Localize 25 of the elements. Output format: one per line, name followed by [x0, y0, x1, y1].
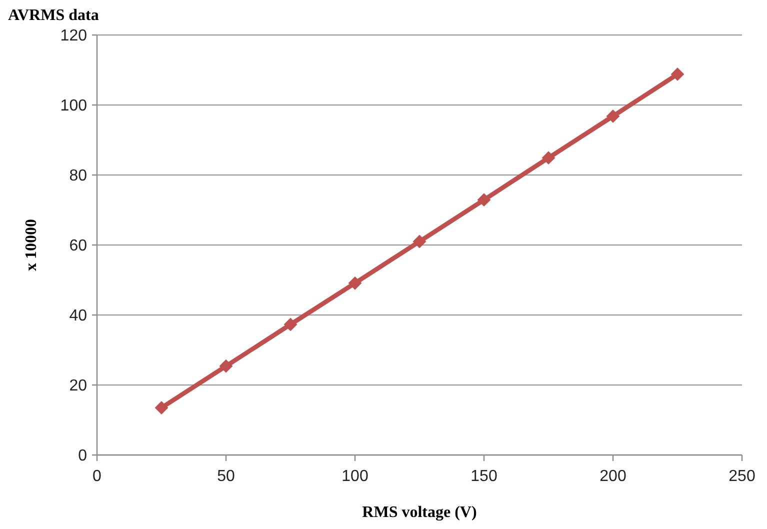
x-tick-label: 150 [470, 468, 498, 485]
point [671, 68, 684, 81]
y-tick-label: 40 [69, 308, 88, 325]
x-tick-label: 50 [217, 468, 235, 485]
point [606, 110, 620, 123]
x-axis-title: RMS voltage (V) [362, 504, 477, 521]
y-axis-title: x 10000 [23, 219, 40, 271]
x-tick-label: 100 [342, 468, 368, 485]
point [542, 151, 555, 164]
point [348, 276, 362, 290]
x-tick-label: 250 [728, 468, 756, 485]
point [413, 235, 426, 248]
point [155, 401, 168, 414]
point [478, 193, 490, 206]
point [284, 318, 297, 331]
y-tick-label: 20 [69, 378, 88, 395]
x-tick-label: 200 [600, 468, 626, 485]
chart-title: AVRMS data [8, 7, 99, 24]
x-tick-label: 0 [92, 468, 102, 485]
point [220, 360, 232, 373]
y-tick-label: 0 [78, 448, 88, 465]
y-tick-label: 60 [69, 238, 88, 255]
y-tick-label: 100 [60, 98, 88, 115]
y-tick-label: 80 [69, 168, 88, 185]
y-tick-label: 120 [60, 28, 88, 45]
